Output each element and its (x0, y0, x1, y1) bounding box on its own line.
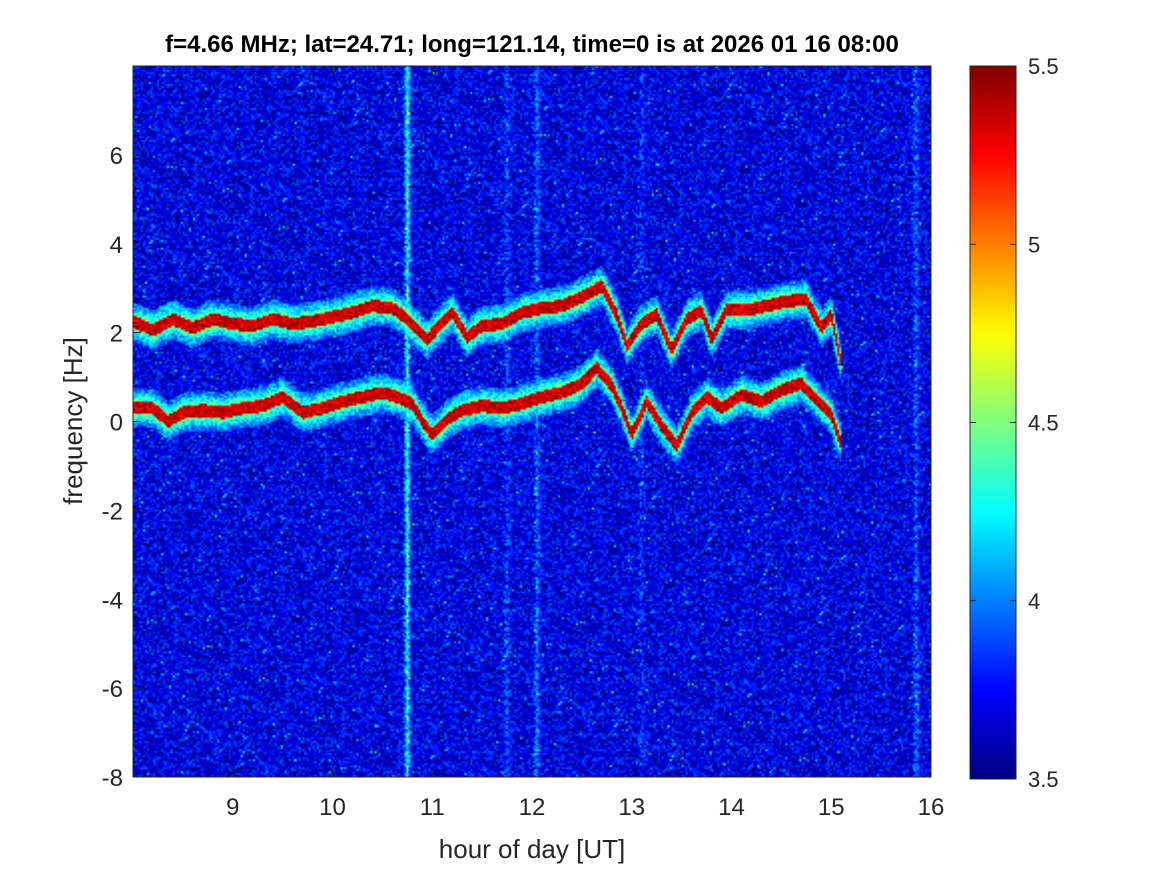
y-tick-label: 6 (110, 143, 123, 170)
colorbar-tick-label: 4 (1028, 589, 1040, 614)
colorbar-tick-label: 5.5 (1028, 54, 1059, 79)
x-tick-label: 10 (319, 794, 346, 821)
colorbar-tick-label: 5 (1028, 232, 1040, 257)
x-tick-label: 9 (226, 794, 239, 821)
y-axis-ticks: -8 -6 -4 -2 0 2 4 6 (102, 143, 931, 792)
colorbar-tick-label: 3.5 (1028, 767, 1059, 792)
y-tick-label: -6 (102, 676, 123, 703)
x-tick-label: 11 (420, 794, 445, 821)
x-tick-label: 13 (618, 794, 645, 821)
x-tick-label: 16 (918, 794, 945, 821)
y-tick-label: 4 (110, 232, 123, 259)
y-tick-label: -2 (102, 498, 123, 525)
x-axis-label: hour of day [UT] (439, 834, 625, 864)
spectrogram-heatmap (133, 66, 931, 777)
y-tick-label: 2 (110, 321, 123, 348)
y-axis-label: frequency [Hz] (58, 337, 88, 505)
chart-title: f=4.66 MHz; lat=24.71; long=121.14, time… (165, 31, 899, 58)
x-tick-label: 14 (718, 794, 745, 821)
y-tick-label: -8 (102, 765, 123, 792)
colorbar-ticks: 3.5 4 4.5 5 5.5 (970, 54, 1059, 792)
y-tick-label: -4 (102, 587, 123, 614)
colorbar-gradient (970, 66, 1016, 779)
plot-area (133, 66, 931, 777)
x-axis-ticks: 9 10 11 12 13 14 15 16 (226, 66, 944, 821)
colorbar-tick-label: 4.5 (1028, 411, 1059, 436)
x-tick-label: 15 (818, 794, 845, 821)
y-tick-label: 0 (110, 410, 123, 437)
colorbar: 3.5 4 4.5 5 5.5 (969, 54, 1059, 792)
x-tick-label: 12 (519, 794, 546, 821)
